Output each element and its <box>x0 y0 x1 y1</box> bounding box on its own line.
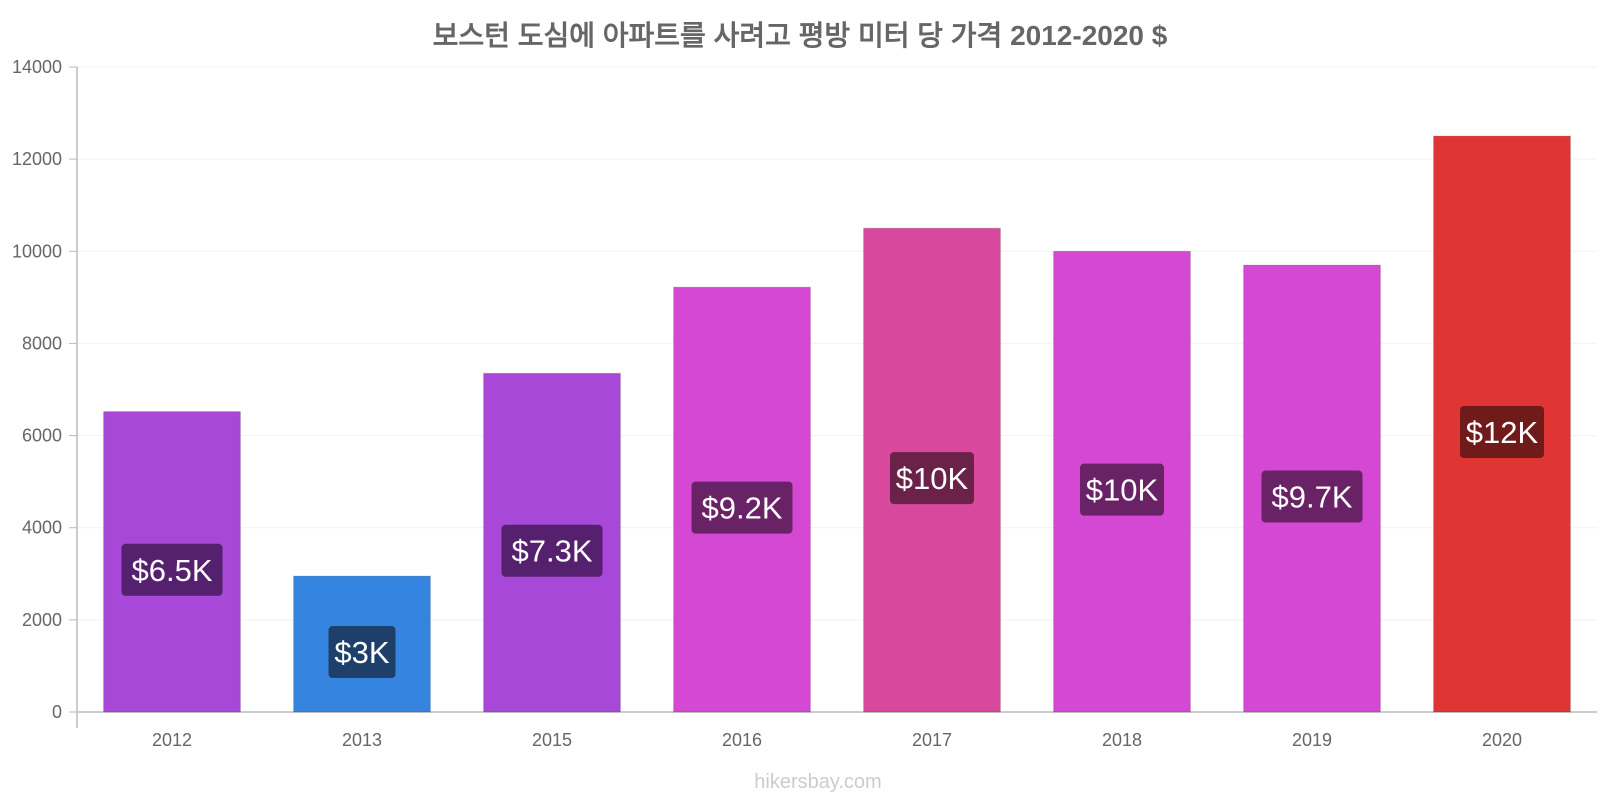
data-label: $12K <box>1466 415 1539 450</box>
grid-lines <box>77 66 1597 621</box>
y-tick-label: 0 <box>52 702 62 722</box>
data-label-box <box>691 481 793 534</box>
data-label-box <box>1261 470 1363 523</box>
x-tick-label: 2016 <box>722 730 762 750</box>
data-labels: $6.5K $3K $7.3K $9.2K $10K $10K $9.7K $12K <box>121 406 1544 679</box>
y-tick-label: 4000 <box>22 518 62 538</box>
data-label-box <box>1460 406 1544 459</box>
x-tick-label: 2020 <box>1482 730 1522 750</box>
y-tick-label: 2000 <box>22 610 62 630</box>
x-tick-label: 2013 <box>342 730 382 750</box>
y-tick-label: 6000 <box>22 426 62 446</box>
bar-2020 <box>1433 135 1571 713</box>
x-tick-label: 2017 <box>912 730 952 750</box>
x-tick-label: 2018 <box>1102 730 1142 750</box>
y-tick-label: 10000 <box>12 241 62 261</box>
y-tick-label: 12000 <box>12 149 62 169</box>
data-label: $9.2K <box>701 491 782 526</box>
x-tick-label: 2015 <box>532 730 572 750</box>
data-label: $10K <box>896 461 969 496</box>
data-label: $9.7K <box>1271 480 1352 515</box>
watermark: hikersbay.com <box>754 771 881 793</box>
bars <box>103 135 1571 713</box>
x-tick-label: 2012 <box>152 730 192 750</box>
data-label: $6.5K <box>131 553 212 588</box>
y-tick-label: 8000 <box>22 333 62 353</box>
x-tick-label: 2019 <box>1292 730 1332 750</box>
chart-title: 보스턴 도심에 아파트를 사려고 평방 미터 당 가격 2012-2020 $ <box>433 20 1168 51</box>
x-axis-ticks: 2012 2013 2015 2016 2017 2018 2019 2020 <box>152 730 1522 750</box>
data-label: $7.3K <box>511 534 592 569</box>
y-axis-ticks: 0 2000 4000 6000 8000 10000 12000 14000 <box>12 57 77 722</box>
data-label-box <box>890 452 974 505</box>
data-label-box <box>501 524 603 577</box>
data-label-box <box>328 626 396 679</box>
y-tick-label: 14000 <box>12 57 62 77</box>
data-label-box <box>1080 463 1164 516</box>
data-label: $3K <box>334 635 389 670</box>
data-label-box <box>121 543 223 596</box>
data-label: $10K <box>1086 473 1159 508</box>
